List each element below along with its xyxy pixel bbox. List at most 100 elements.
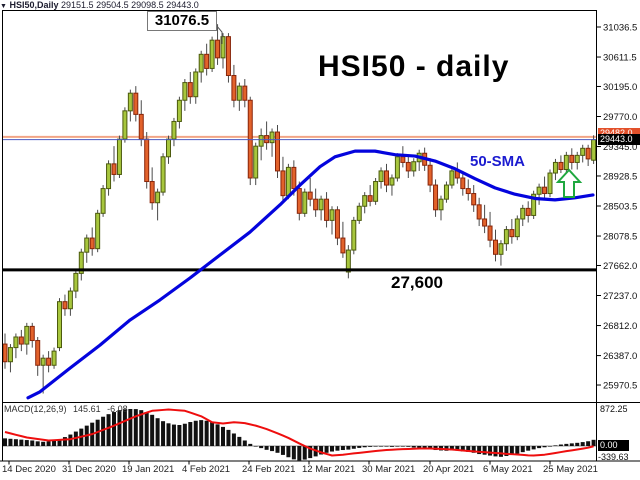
- candle-up: [356, 205, 362, 221]
- macd-bar: [520, 446, 525, 453]
- candle-up: [302, 191, 308, 214]
- macd-bar: [155, 418, 160, 446]
- candle-down: [280, 170, 286, 197]
- macd-bar: [112, 412, 116, 446]
- candle-down: [569, 154, 575, 163]
- callout-connector-line: [215, 24, 223, 44]
- macd-bar: [362, 446, 367, 448]
- macd-bar: [171, 424, 176, 446]
- macd-bar: [259, 446, 264, 449]
- candle-down: [144, 138, 150, 183]
- macd-signal-line: [4, 408, 594, 457]
- date-axis-label: 24 Feb 2021: [242, 464, 295, 475]
- macd-bar: [177, 424, 182, 446]
- price-axis-label: 31036.5: [603, 22, 637, 33]
- macd-bar: [586, 441, 591, 446]
- macd-bar: [199, 420, 204, 446]
- macd-bar: [340, 446, 345, 451]
- macd-indicator-name: MACD(12,26,9): [4, 404, 67, 414]
- macd-bar: [558, 444, 563, 446]
- candle-up: [116, 138, 122, 175]
- resistance-price-tag: 29482.0: [598, 128, 640, 139]
- candle-down: [275, 131, 280, 172]
- candle-up: [220, 36, 226, 59]
- macd-bar: [379, 446, 384, 447]
- support-level-label: 27,600: [391, 273, 443, 292]
- macd-bar: [161, 421, 166, 446]
- macd-bar: [384, 446, 389, 447]
- candle-down: [225, 36, 231, 77]
- price-axis-label: 28928.5: [603, 171, 637, 182]
- macd-bar: [493, 446, 498, 457]
- macd-bar: [542, 446, 547, 448]
- candle-down: [465, 188, 471, 195]
- price-axis-label: 29345.0: [603, 142, 637, 153]
- candle-down: [111, 163, 117, 175]
- candle-up: [166, 138, 171, 158]
- macd-bar: [68, 434, 73, 446]
- candle-up: [67, 290, 73, 310]
- candle-up: [547, 172, 553, 195]
- macd-bar: [471, 446, 476, 453]
- macd-bar: [133, 409, 138, 446]
- macd-bar: [515, 446, 520, 454]
- candle-down: [187, 82, 193, 98]
- macd-bar: [215, 424, 220, 446]
- candle-down: [525, 207, 531, 216]
- candle-up: [24, 325, 30, 345]
- price-axis-label: 29770.0: [603, 112, 637, 123]
- macd-bar: [237, 436, 242, 446]
- candle-down: [242, 85, 248, 101]
- candle-up: [362, 195, 368, 207]
- candle-down: [133, 92, 139, 115]
- macd-bar: [564, 443, 569, 446]
- macd-bar: [46, 441, 51, 446]
- macd-bar: [330, 446, 334, 452]
- macd-bar: [35, 441, 40, 446]
- macd-bar: [526, 446, 531, 451]
- date-axis-label: 6 May 2021: [483, 464, 533, 475]
- macd-axis-min-label: -339.63: [598, 452, 629, 462]
- candle-down: [400, 156, 406, 163]
- candle-up: [443, 184, 449, 200]
- candle-down: [487, 225, 493, 241]
- candle-down: [215, 39, 221, 59]
- candle-down: [296, 188, 302, 214]
- candle-down: [340, 237, 346, 254]
- macd-bar: [117, 410, 122, 446]
- candlestick-series: [2, 24, 597, 394]
- candle-down: [149, 181, 155, 204]
- macd-bar: [210, 422, 215, 446]
- macd-bar: [231, 433, 236, 446]
- macd-bar: [204, 420, 209, 446]
- candle-down: [313, 198, 319, 211]
- macd-bar: [395, 446, 400, 447]
- macd-bar: [30, 440, 35, 446]
- candle-down: [231, 75, 237, 101]
- macd-bar: [406, 446, 411, 447]
- chart-dropdown-icon[interactable]: ▼: [0, 3, 7, 10]
- chart-title-annotation: HSI50 - daily: [318, 50, 510, 83]
- macd-bar: [24, 440, 29, 446]
- symbol-period-label: HSI50,Daily: [9, 0, 59, 10]
- macd-bar: [368, 446, 373, 447]
- candle-up: [389, 177, 395, 186]
- macd-bar: [221, 426, 225, 446]
- macd-bar: [280, 446, 285, 455]
- macd-bar: [253, 446, 258, 447]
- macd-bar: [575, 442, 580, 446]
- candle-up: [57, 301, 62, 349]
- macd-bar: [122, 409, 127, 446]
- macd-bar: [275, 446, 280, 453]
- candle-up: [536, 186, 542, 195]
- candle-up: [574, 154, 580, 163]
- candle-up: [84, 237, 90, 253]
- candle-down: [138, 113, 144, 140]
- price-axis-label: 30195.0: [603, 82, 637, 93]
- macd-bar: [308, 446, 313, 459]
- candle-up: [122, 110, 128, 140]
- candle-up: [95, 212, 101, 250]
- candle-up: [438, 198, 444, 211]
